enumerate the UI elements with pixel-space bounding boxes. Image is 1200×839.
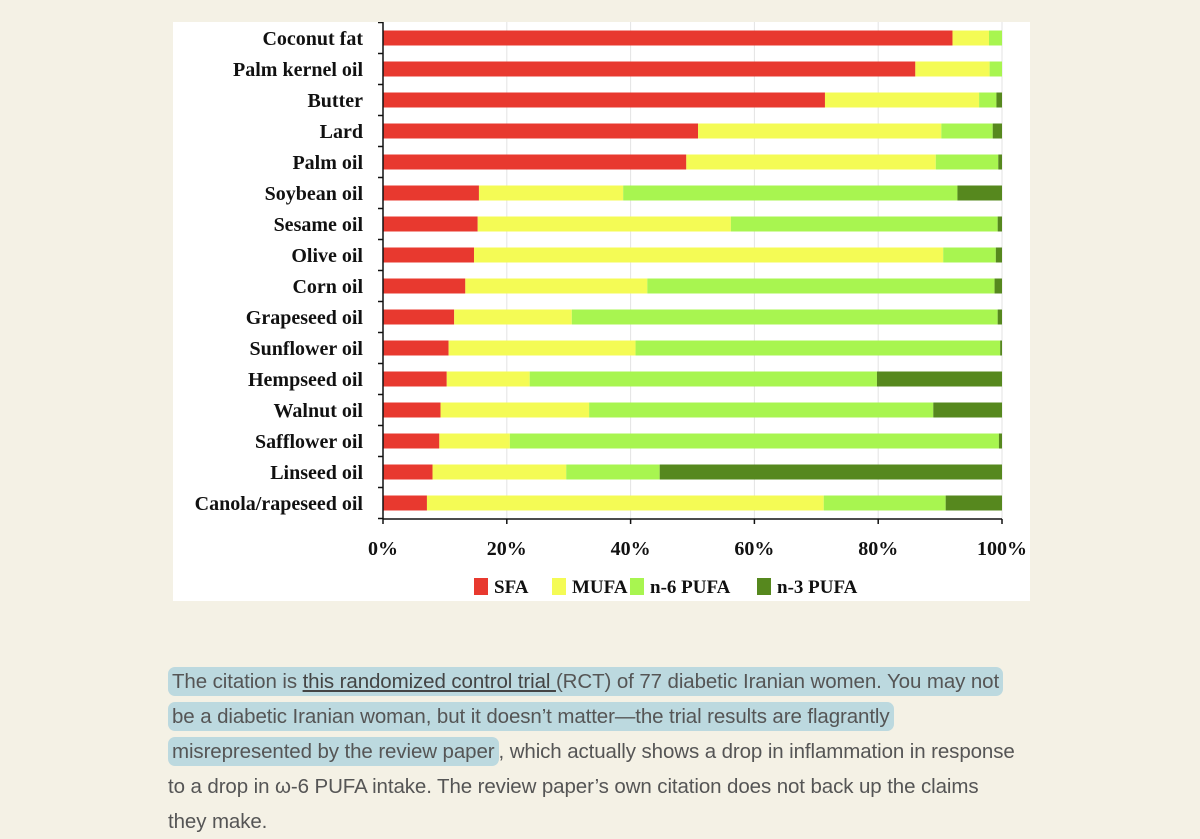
paragraph-text-1: The citation is [172,669,303,693]
x-tick-label: 0% [368,538,398,560]
bar-mufa [915,61,990,77]
legend-label: n-6 PUFA [650,577,731,598]
bar-n-6-pufa [730,216,998,232]
bar-mufa [465,278,648,294]
category-label: Coconut fat [262,28,363,50]
bar-sfa [383,216,478,232]
article-paragraph: The citation is this randomized control … [168,664,1018,839]
bar-n-6-pufa [509,433,999,449]
bar-mufa [824,92,980,108]
bar-sfa [383,123,699,139]
x-tick-label: 40% [611,538,651,560]
bar-sfa [383,30,953,46]
bar-n-3-pufa [876,371,1002,387]
legend-swatch-n-6-pufa [630,578,644,595]
bar-sfa [383,464,433,480]
bar-n-3-pufa [996,92,1002,108]
paragraph-text-3: , which actually shows a drop in inflamm… [168,739,1015,833]
category-label: Hempseed oil [248,369,363,391]
bar-mufa [698,123,942,139]
bar-n-6-pufa [935,154,999,170]
bar-sfa [383,185,479,201]
bar-sfa [383,495,427,511]
bar-n-3-pufa [945,495,1002,511]
bar-n-3-pufa [957,185,1002,201]
bar-n-6-pufa [943,247,996,263]
category-label: Linseed oil [270,462,363,484]
x-tick-label: 100% [977,538,1027,560]
bar-mufa [952,30,990,46]
bar-mufa [478,185,624,201]
category-label: Grapeseed oil [246,307,364,329]
legend-swatch-n-3-pufa [757,578,771,595]
category-label: Butter [307,90,363,112]
category-label: Sesame oil [274,214,364,236]
bar-n-3-pufa [1000,340,1002,356]
bar-sfa [383,402,441,418]
bar-sfa [383,371,447,387]
bar-n-3-pufa [933,402,1002,418]
bar-n-6-pufa [989,30,1002,46]
category-label: Palm oil [292,152,363,174]
bar-n-6-pufa [571,309,998,325]
legend-swatch-sfa [474,578,488,595]
bar-sfa [383,309,455,325]
paragraph-text-2: (RCT) of 77 diabetic Iranian women. You … [172,669,1000,763]
bar-n-3-pufa [994,278,1002,294]
bar-mufa [448,340,636,356]
bar-n-6-pufa [635,340,1001,356]
bar-n-6-pufa [941,123,993,139]
bar-n-3-pufa [998,433,1002,449]
bar-sfa [383,278,466,294]
bar-sfa [383,340,449,356]
bar-n-3-pufa [659,464,1002,480]
legend-label: MUFA [572,577,628,598]
bar-n-6-pufa [989,61,1002,77]
legend-label: n-3 PUFA [777,577,858,598]
bar-mufa [477,216,731,232]
bar-mufa [473,247,944,263]
bar-n-3-pufa [997,216,1002,232]
bar-n-6-pufa [623,185,958,201]
bar-n-6-pufa [647,278,995,294]
bar-n-3-pufa [998,154,1002,170]
bar-n-6-pufa [589,402,934,418]
bar-mufa [440,402,590,418]
bar-sfa [383,154,687,170]
legend-label: SFA [494,577,529,598]
bar-mufa [426,495,824,511]
category-label: Sunflower oil [249,338,363,360]
category-label: Olive oil [291,245,363,267]
category-label: Soybean oil [265,183,364,205]
bar-mufa [439,433,510,449]
bar-n-3-pufa [995,247,1002,263]
legend-swatch-mufa [552,578,566,595]
category-label: Lard [320,121,363,143]
x-tick-label: 80% [858,538,898,560]
bar-n-3-pufa [997,309,1002,325]
x-tick-label: 20% [487,538,527,560]
bar-mufa [686,154,936,170]
x-tick-label: 60% [734,538,774,560]
rct-link[interactable]: this randomized control trial [302,669,556,693]
bar-n-6-pufa [979,92,997,108]
fat-composition-chart: Coconut fat Palm kernel oil Butter Lard Palm… [173,22,1030,601]
bar-n-6-pufa [566,464,660,480]
bar-sfa [383,61,916,77]
category-label: Corn oil [292,276,363,298]
bar-n-6-pufa [823,495,946,511]
category-label: Palm kernel oil [233,59,363,81]
bar-mufa [454,309,572,325]
category-label: Walnut oil [274,400,364,422]
bar-n-3-pufa [992,123,1002,139]
bar-mufa [446,371,530,387]
bar-sfa [383,92,825,108]
bar-n-6-pufa [529,371,877,387]
chart-svg: Coconut fat Palm kernel oil Butter Lard Palm… [195,22,1027,598]
category-label: Safflower oil [255,431,363,453]
bar-mufa [432,464,567,480]
bar-sfa [383,433,440,449]
category-label: Canola/rapeseed oil [195,493,364,515]
bar-sfa [383,247,474,263]
